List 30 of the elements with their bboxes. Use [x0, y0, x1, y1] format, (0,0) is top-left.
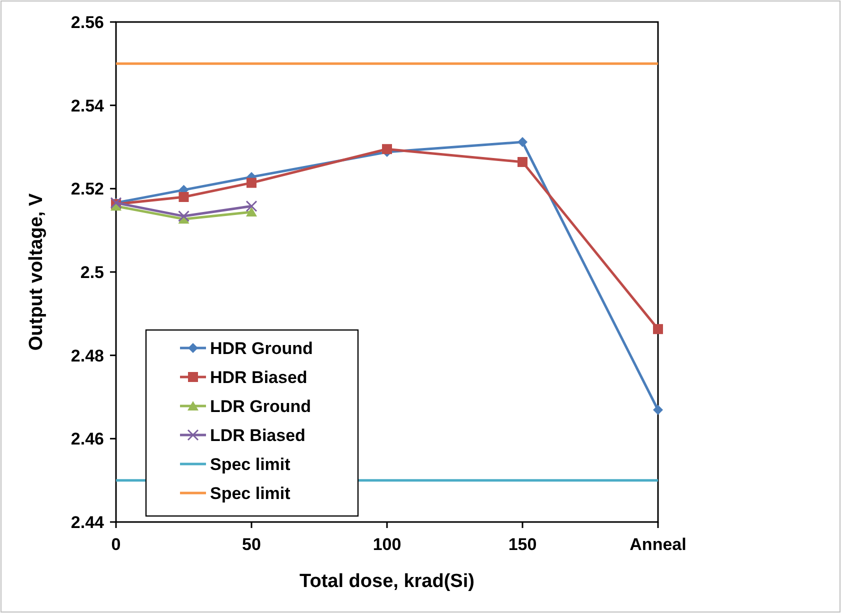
y-tick-label: 2.48	[70, 346, 104, 366]
y-tick-label: 2.56	[70, 12, 104, 32]
y-tick-label: 2.46	[70, 430, 104, 449]
legend-label: LDR Biased	[210, 426, 306, 445]
point	[246, 207, 257, 216]
legend-label: LDR Ground	[210, 396, 312, 416]
point	[382, 144, 392, 154]
point	[178, 210, 190, 222]
y-tick-label: 2.54	[70, 96, 105, 116]
y-tick-label: 2.52	[70, 180, 104, 199]
x-tick-label: 0	[111, 535, 121, 554]
legend-label: HDR Ground	[210, 338, 313, 358]
point	[178, 192, 189, 202]
x-tick-label: 150	[508, 535, 537, 554]
point	[518, 157, 528, 167]
legend-label: Spec limit	[210, 454, 291, 474]
legend-label: HDR Biased	[210, 368, 308, 387]
point	[653, 324, 663, 334]
point	[518, 137, 528, 147]
x-tick-label: Anneal	[630, 535, 686, 554]
y-axis-title: Output voltage, V	[26, 193, 47, 351]
point	[653, 404, 663, 415]
point	[246, 200, 258, 212]
x-tick-label: 100	[372, 535, 402, 554]
point	[246, 178, 256, 188]
x-tick-label: 50	[242, 535, 261, 554]
x-axis-title: Total dose, krad(Si)	[300, 571, 474, 592]
y-tick-label: 2.44	[70, 512, 105, 532]
legend-label: Spec limit	[210, 484, 291, 503]
y-tick-label: 2.5	[80, 262, 104, 282]
